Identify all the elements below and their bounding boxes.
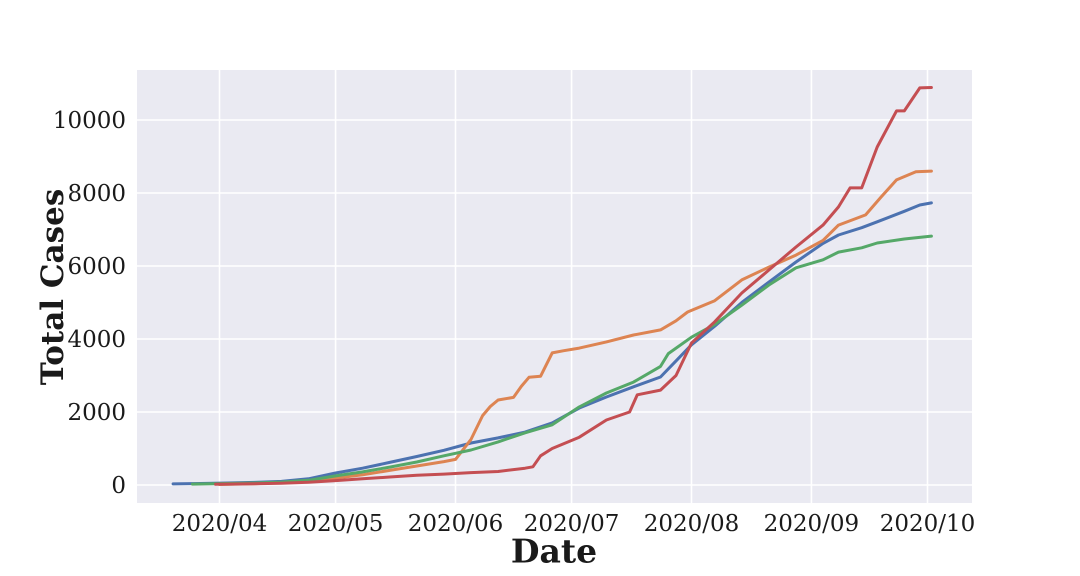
- y-tick-label: 4000: [67, 327, 126, 353]
- x-tick-label: 2020/04: [172, 511, 268, 537]
- x-tick-label: 2020/07: [524, 511, 620, 537]
- series-line-orange: [218, 169, 933, 486]
- y-tick-label: 2000: [67, 400, 126, 426]
- y-tick-label: 6000: [67, 254, 126, 280]
- y-tick-label: 8000: [67, 181, 126, 207]
- series-line-red: [214, 86, 933, 486]
- x-axis-label: Date: [510, 531, 598, 571]
- x-tick-label: 2020/08: [644, 511, 740, 537]
- x-tick-label: 2020/06: [408, 511, 504, 537]
- series-line-green: [190, 234, 933, 486]
- y-tick-label: 0: [111, 473, 126, 499]
- x-tick-label: 2020/05: [288, 511, 384, 537]
- series-line-blue: [171, 201, 933, 486]
- x-tick-label: 2020/09: [764, 511, 860, 537]
- y-axis-label: Total Cases: [35, 188, 71, 386]
- y-tick-label: 10000: [53, 108, 126, 134]
- x-tick-label: 2020/10: [880, 511, 976, 537]
- plot-area: [137, 70, 972, 503]
